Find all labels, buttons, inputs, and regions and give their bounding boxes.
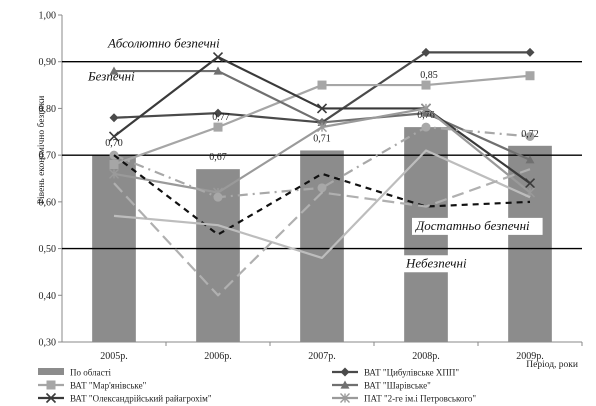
bar-data-label: 0,71 <box>313 133 331 144</box>
x-tick-label: 2009р. <box>516 351 544 362</box>
x-tick-label: 2008р. <box>412 351 440 362</box>
marker-circle <box>525 131 535 141</box>
legend-item: ПАТ "2-ге ім.і Петровського" <box>332 393 476 404</box>
marker-circle <box>317 183 327 193</box>
series-line-8 <box>113 149 531 260</box>
bar-data-label: 0,72 <box>521 129 539 140</box>
legend-item: ВАТ "Мар'янівське" <box>38 380 147 391</box>
data-labels: 0,70 0,67 0,71 0,76 0,72 0,77 0,85 <box>105 70 539 163</box>
y-tick-label: 0,40 <box>39 291 57 302</box>
y-tick-label: 0,30 <box>39 338 57 349</box>
zone-label: Небезпечні <box>405 255 467 270</box>
marker-star <box>421 103 431 114</box>
legend-item: ВАТ "Олександрійський райагрохім" <box>38 392 212 404</box>
legend-label: ПАТ "2-ге ім.і Петровського" <box>364 394 476 404</box>
marker-star <box>340 393 350 403</box>
marker-diamond <box>213 108 223 118</box>
y-tick-label: 0,70 <box>39 151 57 162</box>
legend-item: По області <box>38 368 112 378</box>
series-lines <box>108 47 536 297</box>
line-data-label: 0,85 <box>420 70 438 81</box>
legend-item: ВАТ "Шарівське" <box>332 380 431 391</box>
marker-star <box>109 168 119 179</box>
y-tick-label: 0,80 <box>39 104 57 115</box>
marker-triangle <box>213 66 223 75</box>
marker-diamond <box>421 47 431 57</box>
y-tick-label: 0,50 <box>39 244 57 255</box>
marker-circle <box>421 122 431 132</box>
bar-data-label: 0,67 <box>209 152 227 163</box>
series-line-9 <box>113 168 531 297</box>
zone-label-background <box>402 255 479 273</box>
marker-x <box>108 131 120 142</box>
legend: По області ВАТ "Цибулівське ХПП" ВАТ "Мар'… <box>38 367 476 404</box>
y-tick-label: 0,90 <box>39 57 57 68</box>
x-tick-label: 2005р. <box>100 351 128 362</box>
marker-x <box>316 103 328 114</box>
zone-label-background <box>104 35 235 53</box>
marker-triangle <box>525 155 535 164</box>
marker-triangle <box>340 380 350 389</box>
bars <box>92 127 552 342</box>
series-polyline <box>113 149 531 260</box>
legend-item: ВАТ "Цибулівське ХПП" <box>332 367 459 378</box>
marker-square <box>46 380 56 390</box>
marker-square <box>213 122 223 132</box>
marker-star <box>317 122 327 133</box>
marker-diamond <box>109 113 119 123</box>
x-tick-label: 2006р. <box>204 351 232 362</box>
series-polyline <box>113 126 531 199</box>
marker-square <box>317 80 327 90</box>
marker-square <box>109 159 119 169</box>
marker-triangle <box>109 66 119 75</box>
marker-x <box>212 51 224 63</box>
legend-label: ВАТ "Мар'янівське" <box>70 381 147 391</box>
legend-label: ВАТ "Цибулівське ХПП" <box>364 368 459 378</box>
axes: Рівень економічно безпеки Період, роки 0… <box>36 11 578 371</box>
zone-label-background <box>84 68 148 86</box>
bar-data-label: 0,70 <box>105 138 123 149</box>
marker-square <box>525 71 535 81</box>
marker-diamond <box>340 367 350 377</box>
series-line-2 <box>109 71 535 169</box>
series-polyline <box>113 168 531 297</box>
y-axis-title: Рівень економічно безпеки <box>36 96 47 205</box>
marker-square <box>421 80 431 90</box>
legend-label: По області <box>70 368 112 378</box>
y-tick-label: 1,00 <box>39 11 57 22</box>
zone-label-background <box>412 217 543 235</box>
bar-data-label: 0,76 <box>417 110 435 121</box>
legend-label: ВАТ "Шарівське" <box>364 381 431 391</box>
x-tick-label: 2007р. <box>308 351 336 362</box>
marker-diamond <box>525 47 535 57</box>
marker-circle <box>213 192 223 202</box>
legend-label: ВАТ "Олександрійський райагрохім" <box>70 394 212 404</box>
zone-label: Достатньо безпечні <box>414 218 530 233</box>
zone-label: Абсолютно безпечні <box>107 36 220 51</box>
bar-2009р. <box>508 145 552 342</box>
x-axis-title: Період, роки <box>526 360 578 370</box>
y-tick-label: 0,60 <box>39 197 57 208</box>
marker-x <box>45 392 57 404</box>
legend-swatch <box>38 368 64 375</box>
line-data-label: 0,77 <box>212 112 230 123</box>
marker-x <box>524 178 536 189</box>
